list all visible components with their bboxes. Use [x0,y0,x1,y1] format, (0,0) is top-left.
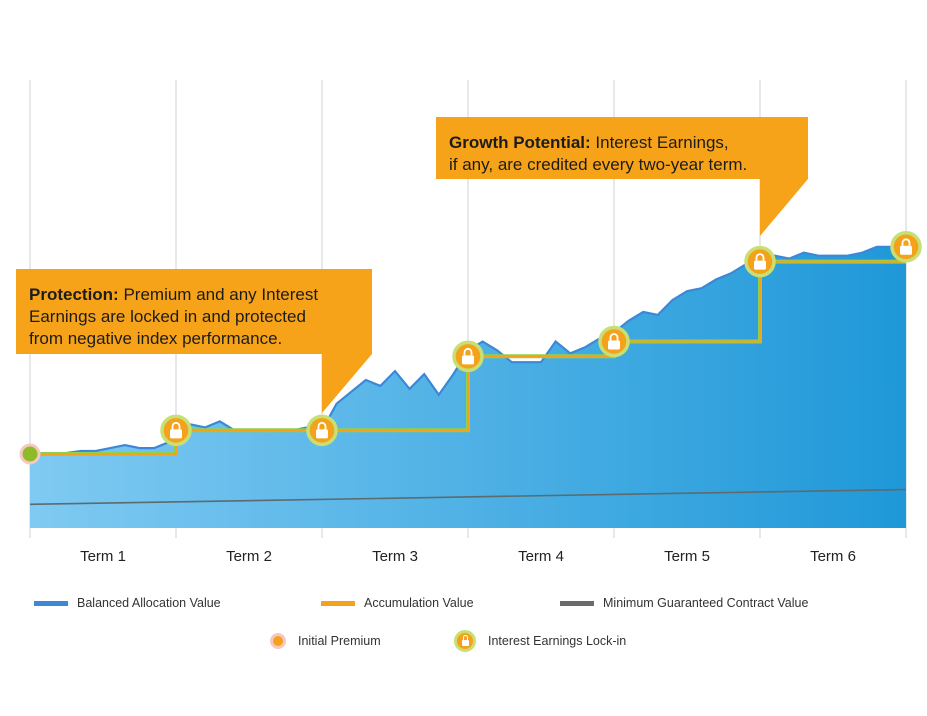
lock-in-marker [452,340,484,373]
minimum-guaranteed-line [29,488,907,506]
term-label: Term 2 [226,548,272,565]
lock-in-marker [160,414,192,447]
lock-shackle [901,238,911,246]
protection-callout: Protection: Premium and any Interest Earn… [16,269,372,413]
markers [19,231,922,465]
growth-callout-line: if any, are credited every two-year term… [449,155,747,174]
lock-shackle [317,421,327,430]
term-label: Term 6 [810,548,856,565]
lock-in-marker [598,325,630,358]
protection-callout-line: Protection: Premium and any Interest [29,285,318,304]
growth-callout: Growth Potential: Interest Earnings, if a… [436,117,808,236]
lock-body [316,429,328,439]
term-labels: Term 1 Term 2 Term 3 Term 4 Term 5 Term 6 [80,548,856,565]
lock-body [608,340,620,350]
lock-body [754,260,766,270]
term-label: Term 4 [518,548,564,565]
callouts: Protection: Premium and any Interest Earn… [16,117,808,413]
lock-in-marker [306,414,338,447]
protection-callout-line: from negative index performance. [29,329,282,348]
lock-in-marker [890,231,922,263]
initial-premium-marker [19,443,41,465]
lock-body [462,355,474,365]
lock-body [900,245,912,255]
lock-body [170,429,182,439]
term-label: Term 5 [664,548,710,565]
lock-shackle [609,333,619,341]
lock-shackle [463,347,473,356]
growth-callout-line: Growth Potential: Interest Earnings, [449,133,729,152]
minimum-series-line [29,488,907,506]
protection-callout-line: Earnings are locked in and protected [29,307,306,326]
term-label: Term 1 [80,548,126,565]
term-label: Term 3 [372,548,418,565]
lock-shackle [171,421,181,430]
lock-in-marker [744,245,776,278]
lock-shackle [755,253,765,261]
